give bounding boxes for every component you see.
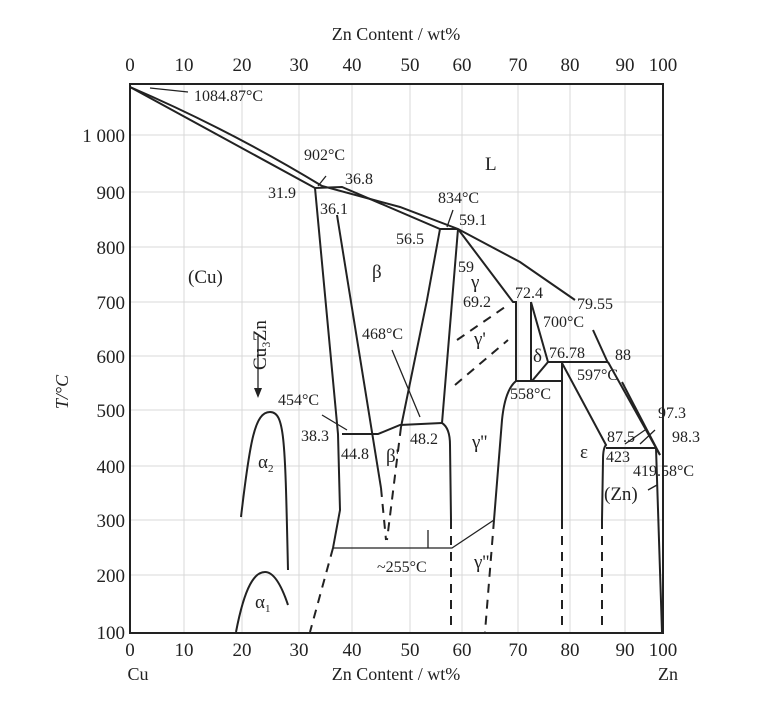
y-tick: 500 [97,401,126,422]
annotation: 69.2 [463,294,491,311]
x-tick-bottom: 30 [290,640,309,661]
x-tick-top: 10 [175,55,194,76]
phase-zn: (Zn) [604,484,638,505]
phase-cu3zn: Cu₃Zn [250,320,271,370]
alpha1-dome [235,570,289,633]
x-tick-bottom: 10 [175,640,194,661]
solidus-cu [129,86,458,230]
phase-gamma-2: γ'' [471,432,487,453]
y-axis-label: T/°C [52,374,72,409]
x-axis-top-label: Zn Content / wt% [332,24,461,44]
plot-frame [129,83,664,634]
phase-labels: L (Cu) β β' γ γ' γ'' γ''' δ ε (Zn) α2 α1… [188,154,638,615]
gridlines [130,84,663,633]
x-tick-bottom: 0 [125,640,135,661]
x-tick-bottom: 70 [509,640,528,661]
y-tick: 1 000 [82,126,125,147]
cu-label: Cu [127,664,148,684]
annotation: 419.58°C [633,463,694,480]
x-tick-top: 0 [125,55,135,76]
y-tick: 400 [97,457,126,478]
annotations: 1084.87°C 902°C 36.8 31.9 36.1 834°C 59.… [194,88,700,576]
y-tick: 600 [97,347,126,368]
annotation: 79.55 [577,296,613,313]
annotation: 423 [606,449,630,466]
annotation: 902°C [304,147,345,164]
phase-boundaries [129,86,663,633]
x-tick-bottom: 50 [401,640,420,661]
phase-L: L [485,154,497,175]
phase-alpha2: α2 [258,452,273,475]
x-tick-top: 30 [290,55,309,76]
x-tick-top: 100 [649,55,678,76]
phase-gamma-3: γ''' [473,552,493,573]
x-tick-top: 40 [343,55,362,76]
annotation: 98.3 [672,429,700,446]
x-tick-bottom: 40 [343,640,362,661]
annotation: 700°C [543,314,584,331]
x-tick-bottom: 100 [649,640,678,661]
zn-label: Zn [658,664,678,684]
y-tick: 300 [97,511,126,532]
liquidus [129,86,576,301]
y-tick: 800 [97,238,126,259]
annotation: 56.5 [396,231,424,248]
y-tick: 200 [97,566,126,587]
annotation: 834°C [438,190,479,207]
x-tick-top: 90 [616,55,635,76]
annotation: 1084.87°C [194,88,263,105]
annotation: 36.1 [320,201,348,218]
x-tick-top: 50 [401,55,420,76]
alpha2-dome [240,410,289,571]
phase-beta-prime: β' [386,446,399,467]
x-tick-top: 80 [561,55,580,76]
annotation: 468°C [362,326,403,343]
x-tick-top: 60 [453,55,472,76]
annotation: 36.8 [345,171,373,188]
phase-gamma-prime: γ' [473,329,486,350]
phase-gamma: γ [470,272,479,293]
y-tick: 700 [97,293,126,314]
y-tick: 900 [97,183,126,204]
phase-beta: β [372,262,382,283]
annotation: 597°C [577,367,618,384]
annotation: 88 [615,347,631,364]
phase-alpha1: α1 [255,592,270,615]
annotation: 38.3 [301,428,329,445]
axis-ticks: 0 0 10 10 20 20 30 30 40 40 50 50 60 60 70 70 80 80 90 90 10… [82,55,677,661]
annotation: 44.8 [341,446,369,463]
x-tick-top: 70 [509,55,528,76]
annotation: 87.5 [607,429,635,446]
annotation: ~255°C [377,559,427,576]
annotation: 76.78 [549,345,585,362]
x-axis-bottom-label: Zn Content / wt% [332,664,461,684]
annotation: 454°C [278,392,319,409]
annotation: 31.9 [268,185,296,202]
annotation: 59 [458,259,474,276]
annotation: 558°C [510,386,551,403]
x-tick-bottom: 60 [453,640,472,661]
annotation: 48.2 [410,431,438,448]
x-tick-bottom: 90 [616,640,635,661]
phase-cu: (Cu) [188,267,223,288]
annotation: 59.1 [459,212,487,229]
annotation: 97.3 [658,405,686,422]
phase-epsilon: ε [580,442,588,463]
y-tick: 100 [97,623,126,644]
x-tick-bottom: 20 [233,640,252,661]
phase-delta: δ [533,346,542,367]
x-tick-top: 20 [233,55,252,76]
x-tick-bottom: 80 [561,640,580,661]
annotation: 72.4 [515,285,543,302]
